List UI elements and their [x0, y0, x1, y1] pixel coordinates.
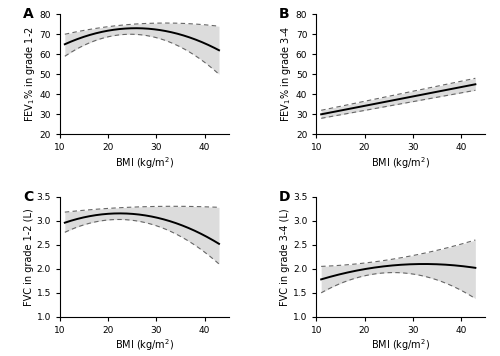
X-axis label: BMI (kg/m$^2$): BMI (kg/m$^2$) — [371, 155, 430, 171]
X-axis label: BMI (kg/m$^2$): BMI (kg/m$^2$) — [114, 155, 174, 171]
Y-axis label: FVC in grade 1-2 (L): FVC in grade 1-2 (L) — [24, 208, 34, 306]
X-axis label: BMI (kg/m$^2$): BMI (kg/m$^2$) — [371, 337, 430, 354]
Y-axis label: FVC in grade 3-4 (L): FVC in grade 3-4 (L) — [280, 208, 290, 305]
Text: A: A — [23, 7, 34, 21]
Text: D: D — [279, 189, 290, 204]
X-axis label: BMI (kg/m$^2$): BMI (kg/m$^2$) — [114, 337, 174, 354]
Text: C: C — [23, 189, 33, 204]
Y-axis label: FEV$_1$% in grade 3-4: FEV$_1$% in grade 3-4 — [279, 26, 293, 122]
Y-axis label: FEV$_1$% in grade 1-2: FEV$_1$% in grade 1-2 — [22, 26, 36, 122]
Text: B: B — [279, 7, 290, 21]
